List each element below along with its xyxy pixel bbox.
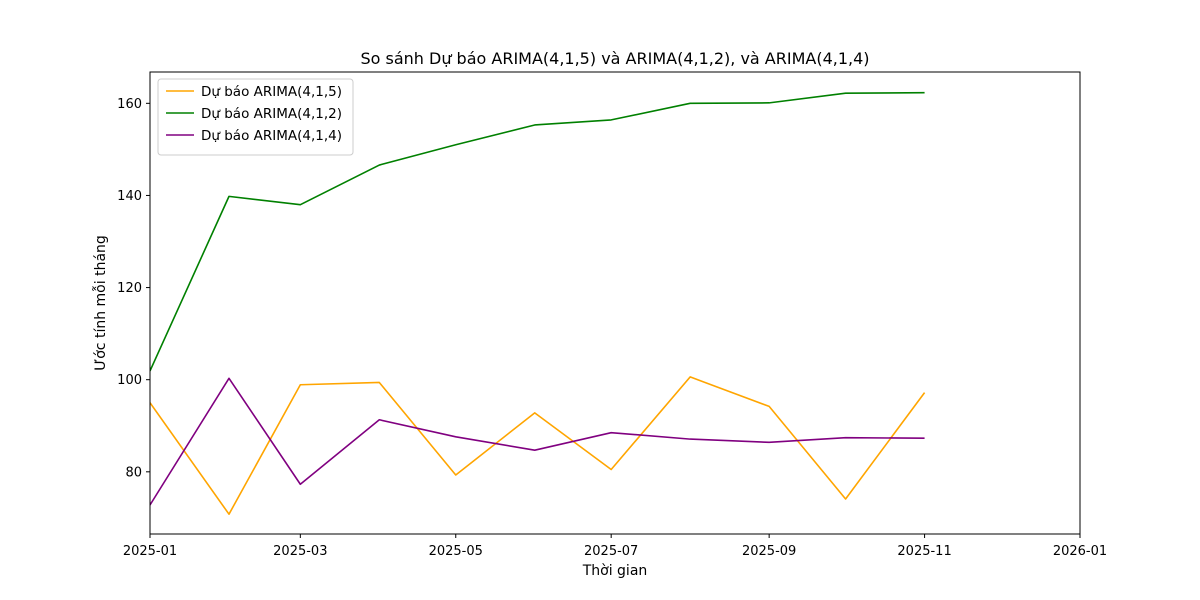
chart-title: So sánh Dự báo ARIMA(4,1,5) và ARIMA(4,1… — [360, 49, 869, 68]
y-tick-label: 120 — [117, 281, 142, 296]
y-tick-label: 80 — [125, 465, 142, 480]
x-axis-label: Thời gian — [582, 563, 648, 579]
y-axis-ticks: 80 100 120 140 160 — [117, 97, 150, 480]
series-layer — [150, 91, 926, 515]
y-tick-label: 140 — [117, 189, 142, 204]
legend-entry-2: Dự báo ARIMA(4,1,2) — [201, 106, 342, 122]
series-line-3 — [150, 377, 925, 506]
legend: Dự báo ARIMA(4,1,5) Dự báo ARIMA(4,1,2) Dự… — [157, 78, 354, 156]
legend-entry-3: Dự báo ARIMA(4,1,4) — [201, 128, 342, 144]
x-axis-ticks: 2025-01 2025-03 2025-05 2025-07 2025-09 2025-… — [123, 534, 1107, 559]
x-tick-label: 2025-07 — [584, 544, 638, 559]
series-line-2 — [150, 91, 925, 372]
x-tick-label: 2025-03 — [273, 544, 327, 559]
plot-frame — [149, 71, 1081, 535]
y-tick-label: 100 — [117, 373, 142, 388]
x-tick-label: 2025-05 — [429, 544, 483, 559]
legend-box — [157, 78, 354, 156]
x-tick-label: 2025-11 — [897, 544, 951, 559]
x-tick-label: 2025-09 — [742, 544, 796, 559]
y-tick-label: 160 — [117, 97, 142, 112]
y-axis-label: Ước tính mỗi tháng — [92, 235, 109, 371]
x-tick-label: 2025-01 — [123, 544, 177, 559]
legend-entry-1: Dự báo ARIMA(4,1,5) — [201, 84, 342, 100]
series-line-1 — [150, 376, 926, 515]
x-tick-label: 2026-01 — [1053, 544, 1107, 559]
